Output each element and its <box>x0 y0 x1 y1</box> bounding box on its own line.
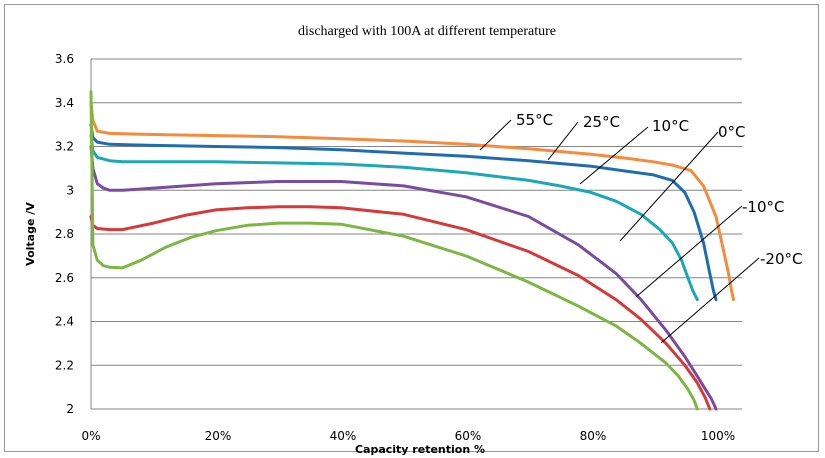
callout-leader-line <box>579 126 649 185</box>
series-line <box>89 205 712 411</box>
chart-title: discharged with 100A at different temper… <box>298 24 556 39</box>
y-axis-title: Voltage /V <box>24 202 37 266</box>
y-tick-label: 3.2 <box>55 140 74 154</box>
series-lines <box>89 90 735 411</box>
x-tick-label: 100% <box>701 429 735 443</box>
y-tick-label: 3.6 <box>55 52 74 66</box>
y-tick-label: 2.8 <box>55 227 74 241</box>
callout-leader-line <box>635 205 743 298</box>
y-tick-label: 2.4 <box>55 315 74 329</box>
x-tick-label: 40% <box>330 429 357 443</box>
x-tick-label: 20% <box>205 429 232 443</box>
x-axis-title: Capacity retention % <box>355 443 485 456</box>
series-label: 25°C <box>583 113 620 131</box>
series-label: -10°C <box>742 198 784 216</box>
series-line <box>89 101 735 302</box>
x-tick-label: 80% <box>580 429 607 443</box>
callout-leader-line <box>479 119 512 151</box>
series-label: -20°C <box>760 250 802 268</box>
series-line <box>89 90 699 411</box>
y-tick-label: 3.4 <box>55 96 74 110</box>
series-label: 55°C <box>516 111 553 129</box>
chart-frame <box>4 4 819 452</box>
x-tick-label: 60% <box>455 429 482 443</box>
series-line <box>89 145 718 411</box>
series-label: 10°C <box>652 117 689 135</box>
y-tick-label: 2 <box>66 402 74 416</box>
callout-leader-line <box>660 257 760 344</box>
y-tick-label: 3 <box>66 183 74 197</box>
callout-leader-line <box>547 121 579 161</box>
x-tick-label: 0% <box>81 429 100 443</box>
axes: 2 2.2 2.4 2.6 2.8 3 3.2 3.4 3.6 0% 20% 40% 60% 80% 100… <box>55 52 742 443</box>
series-line <box>89 123 718 302</box>
series-label: 0°C <box>718 123 746 141</box>
callout-leader-line <box>619 131 719 242</box>
y-tick-label: 2.6 <box>55 271 74 285</box>
series-line <box>89 134 699 302</box>
y-tick-label: 2.2 <box>55 358 74 372</box>
series-callouts: 55°C 25°C 10°C 0°C -10°C -20°C <box>479 111 802 344</box>
grid-lines <box>91 58 742 366</box>
